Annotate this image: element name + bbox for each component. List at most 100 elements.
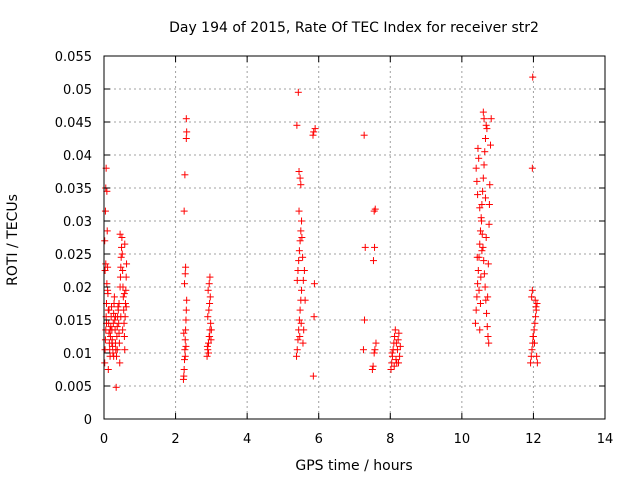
data-point (475, 286, 483, 294)
data-point (204, 349, 212, 357)
data-point (106, 326, 114, 334)
data-point (181, 336, 189, 344)
data-point (182, 115, 190, 123)
data-point (297, 227, 305, 235)
data-point (480, 161, 488, 169)
data-point (479, 243, 487, 251)
data-point (299, 339, 307, 347)
data-point (483, 309, 491, 317)
data-point (529, 73, 537, 81)
data-point (119, 267, 127, 274)
data-point (120, 333, 128, 340)
data-point (103, 187, 111, 195)
data-point (121, 346, 129, 354)
data-point (123, 260, 131, 268)
x-tick-label: 10 (454, 432, 471, 447)
data-point (180, 372, 188, 380)
data-point (472, 306, 480, 314)
data-point (109, 342, 117, 350)
data-point (110, 309, 118, 317)
data-point (474, 144, 482, 152)
data-point (298, 234, 306, 241)
data-point (481, 135, 489, 142)
data-point (296, 333, 304, 340)
data-point (299, 253, 307, 261)
data-point (105, 329, 113, 337)
y-tick-label: 0.025 (55, 248, 92, 263)
x-tick-label: 0 (100, 432, 108, 447)
y-tick-label: 0 (84, 413, 92, 428)
x-tick-label: 8 (386, 432, 394, 447)
y-tick-label: 0.005 (55, 380, 92, 395)
data-point (484, 293, 492, 301)
data-point (478, 230, 486, 238)
data-point (120, 290, 128, 298)
data-point (293, 352, 301, 360)
data-point (104, 366, 112, 373)
data-point (484, 260, 492, 268)
x-tick-label: 12 (525, 432, 542, 447)
y-tick-label: 0.04 (63, 149, 92, 164)
data-point (295, 316, 303, 324)
data-point (531, 319, 539, 327)
data-point (310, 313, 318, 321)
data-point (530, 326, 538, 334)
data-point (371, 205, 379, 213)
data-point (122, 286, 130, 294)
plot-border (103, 55, 606, 420)
data-point (479, 174, 487, 182)
data-point (361, 243, 369, 251)
data-point (115, 339, 123, 347)
data-point (311, 125, 319, 133)
data-point (297, 319, 305, 327)
data-point (118, 243, 126, 251)
data-point (101, 207, 109, 215)
data-point (301, 296, 309, 304)
data-point (484, 333, 492, 340)
x-tick-label: 6 (315, 432, 323, 447)
data-point (393, 346, 401, 354)
data-point (101, 359, 109, 367)
data-point (113, 346, 121, 354)
data-point (309, 372, 317, 380)
data-point (532, 313, 540, 321)
data-point (482, 296, 490, 304)
data-point (121, 240, 129, 248)
data-point (396, 352, 404, 360)
data-point (479, 108, 487, 116)
data-point (298, 217, 306, 225)
points-layer (101, 73, 541, 391)
data-point (528, 164, 536, 172)
data-point (294, 336, 302, 344)
data-point (486, 181, 494, 189)
data-point (368, 366, 376, 373)
data-point (293, 346, 301, 354)
data-point (122, 273, 130, 281)
data-point (111, 316, 119, 324)
data-point (482, 121, 490, 129)
data-point (183, 128, 191, 136)
data-point (476, 240, 484, 248)
data-point (475, 154, 483, 162)
y-tick-label: 0.055 (55, 50, 92, 65)
data-point (372, 339, 380, 347)
data-point (106, 333, 114, 340)
data-point (182, 342, 190, 350)
data-point (113, 323, 121, 331)
data-point (528, 293, 536, 301)
data-point (473, 253, 481, 261)
data-point (483, 125, 491, 133)
data-point (480, 115, 488, 123)
data-point (476, 227, 484, 235)
data-point (110, 293, 118, 301)
data-point (476, 204, 484, 212)
data-point (108, 339, 116, 347)
data-point (119, 283, 127, 291)
data-point (533, 352, 541, 360)
data-point (476, 300, 484, 307)
data-point (293, 121, 301, 129)
data-point (371, 243, 379, 251)
data-point (294, 267, 302, 274)
data-point (101, 237, 109, 245)
data-point (180, 207, 188, 215)
